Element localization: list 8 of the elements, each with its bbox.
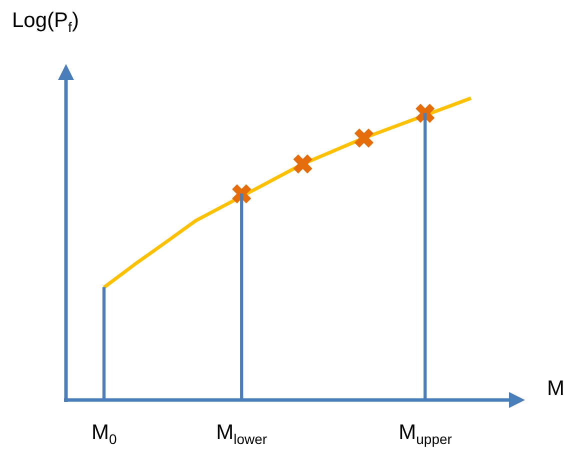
x-tick-label: M$_{lower}$ — [216, 421, 268, 448]
point — [353, 127, 375, 149]
x-tick-label: M$_{upper}$ — [398, 421, 452, 448]
point — [414, 102, 436, 124]
x-axis-title: M — [547, 377, 564, 400]
y-axis-title: Log(P$_{f}$) — [12, 9, 79, 36]
point — [292, 153, 314, 175]
x-tick-label: M$_{0}$ — [92, 421, 117, 448]
